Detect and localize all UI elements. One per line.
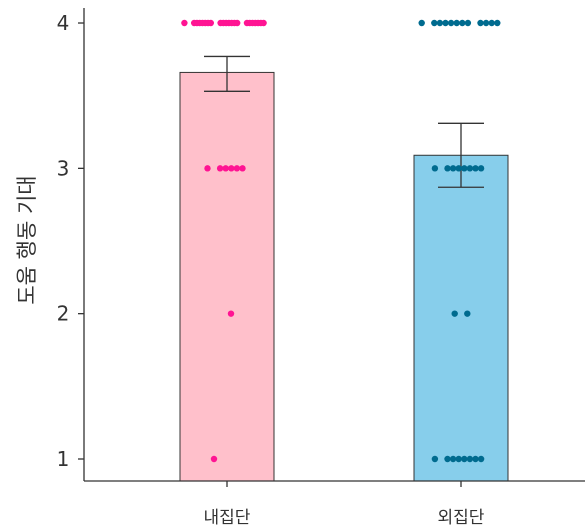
data-point xyxy=(477,165,485,172)
data-point xyxy=(488,19,495,27)
data-point xyxy=(455,165,462,172)
data-point xyxy=(477,455,485,463)
data-point xyxy=(459,19,466,27)
data-point xyxy=(239,165,246,172)
data-point xyxy=(233,165,241,172)
data-point xyxy=(455,455,462,463)
data-point xyxy=(222,165,229,172)
bars-layer xyxy=(179,71,509,482)
data-point xyxy=(449,165,457,172)
data-point xyxy=(442,19,449,27)
data-point xyxy=(447,19,455,27)
bar-1 xyxy=(179,71,275,482)
y-tick-label: 1 xyxy=(57,447,70,471)
y-tick-label: 2 xyxy=(57,302,70,326)
data-point xyxy=(464,19,472,27)
data-point xyxy=(466,165,474,172)
y-tick-label: 3 xyxy=(57,156,70,180)
data-point xyxy=(436,19,444,27)
data-point xyxy=(181,19,188,27)
data-point xyxy=(472,455,479,463)
data-point xyxy=(227,310,235,317)
data-point xyxy=(216,165,224,172)
jitter-points-layer xyxy=(181,19,501,463)
data-point xyxy=(472,165,479,172)
data-point xyxy=(207,19,214,27)
data-point xyxy=(466,455,474,463)
data-point xyxy=(464,310,471,317)
data-point xyxy=(431,19,438,27)
data-point xyxy=(234,19,241,27)
data-point xyxy=(451,310,458,317)
data-point xyxy=(260,19,267,27)
data-point xyxy=(431,165,439,172)
data-point xyxy=(210,455,218,463)
data-point xyxy=(204,165,211,172)
y-tick-label: 4 xyxy=(57,11,70,35)
data-point xyxy=(444,455,451,463)
data-point xyxy=(228,165,235,172)
data-point xyxy=(461,455,468,463)
x-tick-label: 내집단 xyxy=(204,508,251,528)
data-point xyxy=(431,455,439,463)
data-point xyxy=(453,19,460,27)
x-tick-label: 외집단 xyxy=(438,508,485,528)
error-bars-layer xyxy=(204,55,484,188)
data-point xyxy=(449,455,457,463)
axes-layer xyxy=(83,8,585,482)
data-point xyxy=(482,19,490,27)
data-point xyxy=(461,165,468,172)
data-point xyxy=(444,165,451,172)
data-point xyxy=(494,19,501,27)
x-labels-layer: 내집단 외집단 xyxy=(204,481,485,528)
data-point xyxy=(477,19,484,27)
y-axis-title: 도움 행동 기대 xyxy=(15,175,39,304)
data-point xyxy=(418,19,425,27)
y-ticks-layer: 1 2 3 4 xyxy=(57,11,84,471)
bar-2 xyxy=(413,154,509,482)
